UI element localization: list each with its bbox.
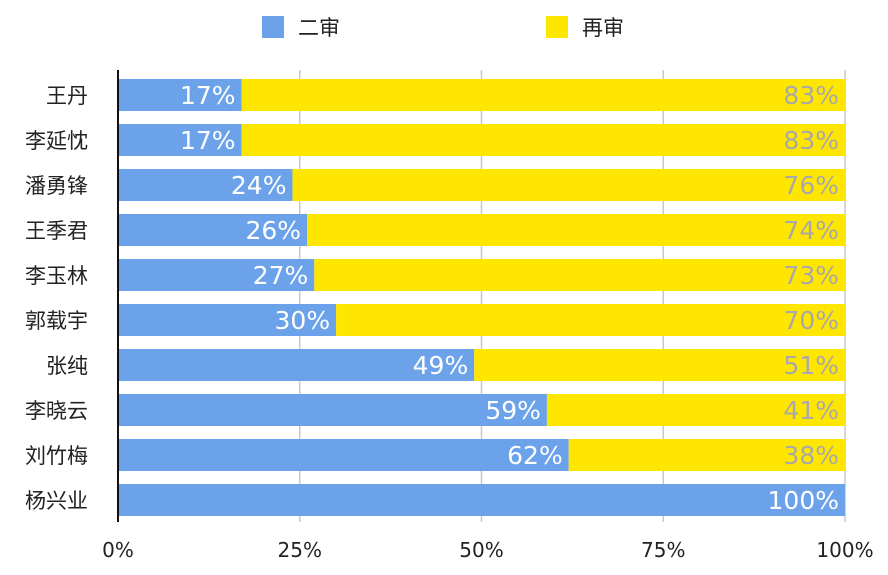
- bar-1-2: [118, 169, 293, 201]
- bar-1-5: [118, 304, 337, 336]
- value-label-2-1: 83%: [783, 126, 839, 155]
- x-tick-label-0: 0%: [102, 538, 134, 562]
- value-label-1-8: 62%: [507, 441, 563, 470]
- value-label-2-8: 38%: [783, 441, 839, 470]
- bar-1-3: [118, 214, 308, 246]
- bar-2-4: [314, 259, 845, 291]
- value-label-1-3: 26%: [245, 216, 301, 245]
- category-label-9: 杨兴业: [25, 489, 88, 513]
- value-label-1-4: 27%: [253, 261, 309, 290]
- legend-item-series-1: 二审: [262, 12, 340, 42]
- value-label-2-0: 83%: [783, 81, 839, 110]
- bar-2-7: [546, 394, 845, 426]
- legend-label-series-2: 再审: [582, 16, 624, 40]
- category-label-1: 李延忱: [25, 129, 88, 153]
- legend-item-series-2: 再审: [546, 12, 624, 42]
- bar-1-6: [118, 349, 475, 381]
- legend-label-series-1: 二审: [298, 16, 340, 40]
- value-label-2-6: 51%: [783, 351, 839, 380]
- bar-1-7: [118, 394, 547, 426]
- category-label-6: 张纯: [46, 354, 88, 378]
- value-label-2-4: 73%: [783, 261, 839, 290]
- value-label-1-2: 24%: [231, 171, 287, 200]
- category-label-4: 李玉林: [25, 264, 88, 288]
- value-label-2-5: 70%: [783, 306, 839, 335]
- bar-2-6: [474, 349, 845, 381]
- category-label-8: 刘竹梅: [25, 444, 88, 468]
- bar-2-8: [568, 439, 845, 471]
- category-label-2: 潘勇锋: [25, 174, 88, 198]
- x-tick-label-4: 100%: [816, 538, 873, 562]
- bar-2-2: [292, 169, 846, 201]
- bar-2-3: [307, 214, 845, 246]
- bar-2-0: [241, 79, 846, 111]
- value-label-1-1: 17%: [180, 126, 236, 155]
- bar-2-1: [241, 124, 846, 156]
- bar-1-9: [118, 484, 845, 516]
- bar-1-8: [118, 439, 569, 471]
- legend-swatch-series-1: [262, 16, 284, 38]
- legend-swatch-series-2: [546, 16, 568, 38]
- x-tick-label-1: 25%: [278, 538, 322, 562]
- x-tick-label-2: 50%: [459, 538, 503, 562]
- value-label-2-7: 41%: [783, 396, 839, 425]
- bar-1-0: [118, 79, 242, 111]
- value-label-1-9: 100%: [768, 486, 839, 515]
- category-label-5: 郭载宇: [25, 309, 88, 333]
- category-label-3: 王季君: [25, 219, 88, 243]
- x-tick-label-3: 75%: [641, 538, 685, 562]
- category-label-0: 王丹: [46, 84, 88, 108]
- value-label-1-6: 49%: [413, 351, 469, 380]
- value-label-2-3: 74%: [783, 216, 839, 245]
- value-label-2-2: 76%: [783, 171, 839, 200]
- category-label-7: 李晓云: [25, 399, 88, 423]
- value-label-1-7: 59%: [485, 396, 541, 425]
- bar-1-4: [118, 259, 315, 291]
- legend: 二审 再审: [0, 12, 888, 42]
- value-label-1-5: 30%: [275, 306, 331, 335]
- bar-2-5: [336, 304, 845, 336]
- value-label-1-0: 17%: [180, 81, 236, 110]
- bar-1-1: [118, 124, 242, 156]
